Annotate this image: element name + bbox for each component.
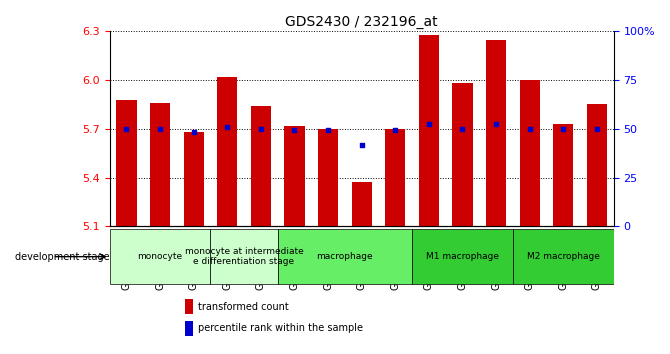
Point <box>188 129 199 135</box>
Text: monocyte at intermediate
e differentiation stage: monocyte at intermediate e differentiati… <box>185 247 304 266</box>
Bar <box>185 299 193 314</box>
Text: M1 macrophage: M1 macrophage <box>426 252 499 261</box>
Bar <box>587 104 607 226</box>
Point <box>255 126 266 132</box>
Bar <box>117 99 137 226</box>
Point <box>525 126 535 132</box>
Point <box>457 126 468 132</box>
Point <box>592 126 602 132</box>
Bar <box>519 80 540 226</box>
Bar <box>419 35 439 226</box>
Point <box>289 127 299 132</box>
Bar <box>385 129 405 226</box>
Text: percentile rank within the sample: percentile rank within the sample <box>198 323 363 333</box>
Text: monocyte: monocyte <box>137 252 183 261</box>
Text: transformed count: transformed count <box>198 302 289 312</box>
Bar <box>486 40 506 226</box>
Bar <box>553 124 574 226</box>
FancyBboxPatch shape <box>513 229 614 284</box>
FancyBboxPatch shape <box>277 229 412 284</box>
Bar <box>150 103 170 226</box>
FancyBboxPatch shape <box>412 229 513 284</box>
Point <box>490 121 501 127</box>
Point <box>222 124 232 130</box>
Text: development stage: development stage <box>15 252 110 262</box>
Point <box>121 126 132 132</box>
Point <box>356 142 367 148</box>
Bar <box>185 321 193 336</box>
Text: macrophage: macrophage <box>316 252 373 261</box>
Point <box>155 126 165 132</box>
Bar <box>184 132 204 226</box>
Point <box>558 126 569 132</box>
Point <box>390 127 401 132</box>
Bar <box>251 106 271 226</box>
Bar <box>352 182 372 226</box>
Bar <box>217 77 237 226</box>
Text: M2 macrophage: M2 macrophage <box>527 252 600 261</box>
FancyBboxPatch shape <box>210 229 277 284</box>
FancyBboxPatch shape <box>110 229 210 284</box>
Title: GDS2430 / 232196_at: GDS2430 / 232196_at <box>285 15 438 29</box>
Point <box>423 121 434 127</box>
Bar <box>318 129 338 226</box>
Bar <box>284 126 305 226</box>
Bar <box>452 83 472 226</box>
Point <box>323 127 334 132</box>
